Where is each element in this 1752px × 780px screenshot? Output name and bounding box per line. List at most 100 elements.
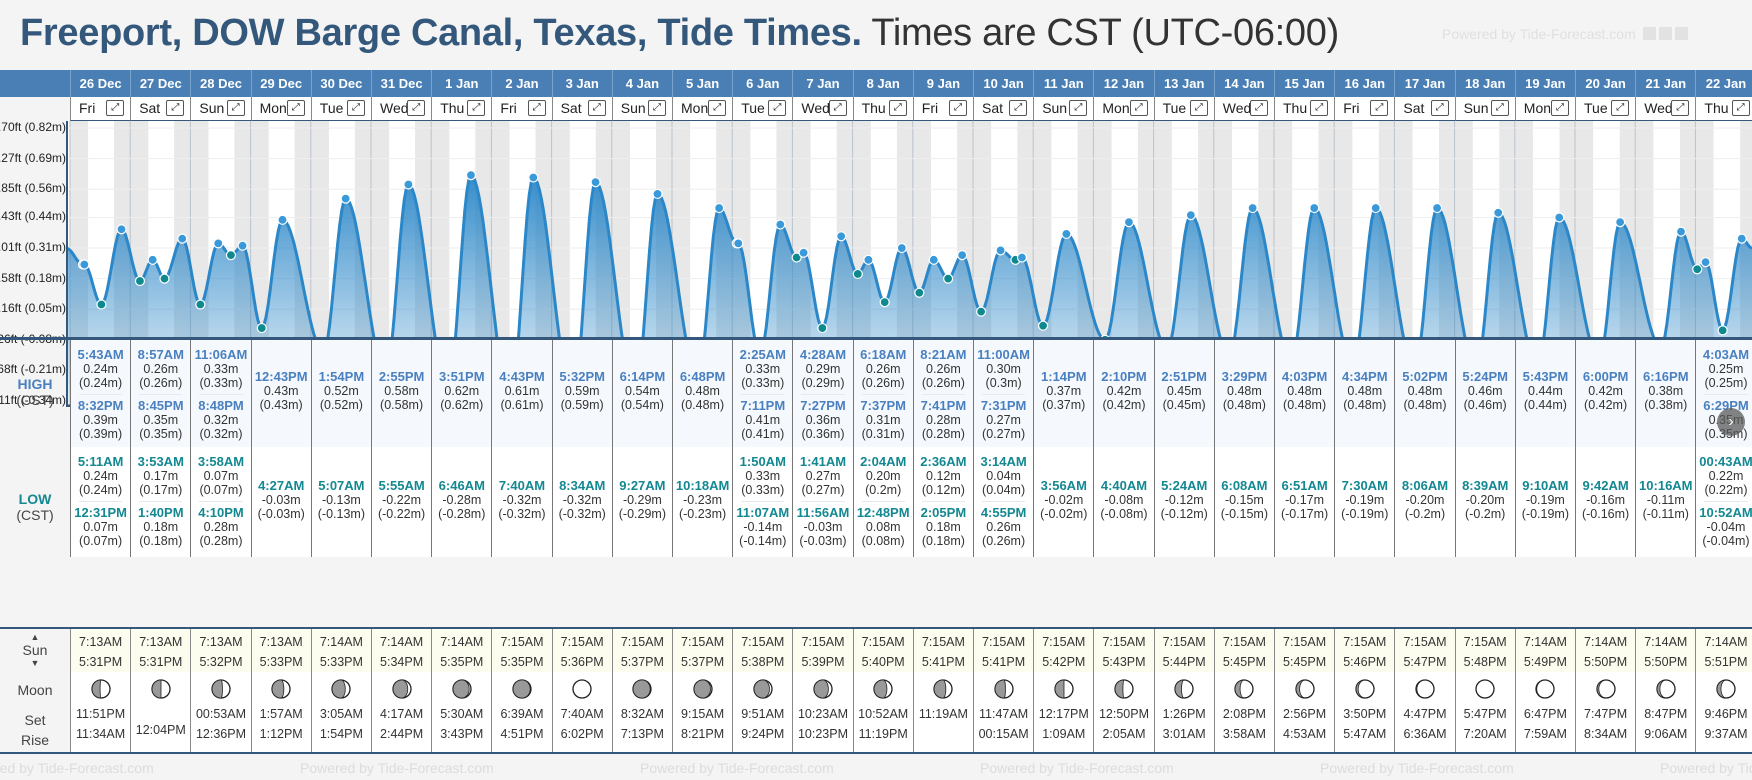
low-tide-cell: 9:10AM -0.19m (-0.19m) bbox=[1514, 447, 1575, 557]
expand-day-button[interactable]: ⤢ bbox=[106, 100, 125, 116]
low-tide-time: 2:04AM bbox=[860, 454, 907, 469]
expand-day-button[interactable]: ⤢ bbox=[708, 100, 727, 116]
expand-day-button[interactable]: ⤢ bbox=[407, 100, 426, 116]
weekday-label: Fri bbox=[921, 100, 939, 116]
moon-phase-icon bbox=[271, 679, 291, 699]
scroll-next-button[interactable]: › bbox=[1717, 408, 1745, 436]
expand-day-button[interactable]: ⤢ bbox=[1009, 100, 1028, 116]
high-tide-marker bbox=[1061, 228, 1072, 240]
low-tide-cell: 4:40AM -0.08m (-0.08m) bbox=[1093, 447, 1154, 557]
page-title-timezone: Times are CST (UTC-06:00) bbox=[871, 12, 1339, 54]
low-tide-entry: 3:53AM 0.17m (0.17m) bbox=[131, 454, 190, 498]
high-tide-entry: 3:29PM 0.48m (0.48m) bbox=[1215, 370, 1274, 413]
expand-day-button[interactable]: ⤢ bbox=[1430, 100, 1449, 116]
high-tide-height-alt: (0.33m) bbox=[199, 376, 243, 390]
low-tide-height-alt: (-0.04m) bbox=[1702, 534, 1750, 548]
high-tide-time: 4:03AM bbox=[1702, 347, 1750, 362]
weekday-cell: Thu ⤢ bbox=[1274, 97, 1335, 121]
high-tide-entry: 4:34PM 0.48m (0.48m) bbox=[1335, 370, 1394, 413]
moon-times: 12:17PM 1:09AM bbox=[1034, 704, 1093, 744]
expand-day-button[interactable]: ⤢ bbox=[1069, 100, 1088, 116]
expand-day-button[interactable]: ⤢ bbox=[467, 100, 486, 116]
weekday-label: Tue bbox=[741, 100, 765, 116]
sunset-time: 5:38PM bbox=[741, 655, 785, 669]
expand-day-button[interactable]: ⤢ bbox=[1370, 100, 1389, 116]
moon-cell: 1:26PM 3:01AM bbox=[1153, 672, 1214, 752]
expand-day-button[interactable]: ⤢ bbox=[1490, 100, 1509, 116]
high-tide-height-alt: (0.36m) bbox=[801, 427, 845, 441]
low-tide-time: 12:31PM bbox=[74, 505, 127, 520]
high-tide-cell: 3:51PM 0.62m (0.62m) bbox=[431, 340, 492, 450]
expand-icon: ⤢ bbox=[171, 102, 180, 113]
sunset-time: 5:35PM bbox=[500, 655, 544, 669]
moon-times: 12:04PM bbox=[131, 720, 190, 740]
weekday-row: Fri ⤢ Sat ⤢ Sun ⤢ Mon ⤢ Tue ⤢ Wed ⤢ Thu ⤢ Fri ⤢ Sat ⤢ Sun ⤢… bbox=[0, 97, 1752, 121]
high-tide-time: 7:27PM bbox=[800, 398, 846, 413]
low-tide-cell: 00:43AM 0.22m (0.22m) 10:52AM -0.04m (-0.04m) bbox=[1695, 447, 1752, 557]
expand-day-button[interactable]: ⤢ bbox=[587, 100, 606, 116]
high-tide-height-alt: (0.28m) bbox=[921, 427, 965, 441]
expand-day-button[interactable]: ⤢ bbox=[1671, 100, 1690, 116]
expand-day-button[interactable]: ⤢ bbox=[948, 100, 967, 116]
low-tide-marker bbox=[976, 306, 987, 317]
low-tide-cell: 7:30AM -0.19m (-0.19m) bbox=[1334, 447, 1395, 557]
low-tide-time: 3:53AM bbox=[137, 454, 184, 469]
expand-day-button[interactable]: ⤢ bbox=[1731, 100, 1750, 116]
expand-day-button[interactable]: ⤢ bbox=[1129, 100, 1148, 116]
expand-day-button[interactable]: ⤢ bbox=[1611, 100, 1630, 116]
entry-divider bbox=[861, 501, 905, 502]
y-axis-tick-label: 2.27ft (0.69m) bbox=[0, 150, 66, 165]
expand-day-button[interactable]: ⤢ bbox=[226, 100, 245, 116]
expand-day-button[interactable]: ⤢ bbox=[286, 100, 305, 116]
high-tide-height-alt: (0.35m) bbox=[139, 427, 183, 441]
high-tide-entry: 5:02PM 0.48m (0.48m) bbox=[1395, 369, 1454, 413]
expand-day-button[interactable]: ⤢ bbox=[1249, 100, 1268, 116]
high-tide-time: 5:02PM bbox=[1402, 369, 1448, 384]
sun-times-cell: 7:13AM 5:33PM bbox=[250, 629, 311, 674]
high-tide-time: 1:54PM bbox=[318, 369, 365, 384]
moon-cell: 11:47AM 00:15AM bbox=[973, 672, 1034, 752]
moonset-time: 4:17AM bbox=[380, 707, 424, 721]
low-tide-entry: 9:10AM -0.19m (-0.19m) bbox=[1516, 479, 1575, 522]
expand-day-button[interactable]: ⤢ bbox=[166, 100, 185, 116]
moon-times: 11:19AM bbox=[914, 704, 973, 724]
expand-day-button[interactable]: ⤢ bbox=[828, 100, 847, 116]
date-header-cell: 28 Dec bbox=[190, 70, 250, 97]
high-tide-cell: 2:10PM 0.42m (0.42m) bbox=[1093, 340, 1154, 450]
high-tide-height: 0.48m bbox=[1347, 384, 1383, 398]
moonrise-time: 1:09AM bbox=[1042, 727, 1086, 741]
expand-day-button[interactable]: ⤢ bbox=[888, 100, 907, 116]
low-tide-marker bbox=[1717, 325, 1728, 336]
weekday-cell: Sun ⤢ bbox=[190, 97, 251, 121]
expand-icon: ⤢ bbox=[1736, 102, 1745, 113]
high-tide-marker bbox=[403, 179, 414, 190]
high-tide-entry: 2:51PM 0.45m (0.45m) bbox=[1155, 370, 1214, 413]
expand-day-button[interactable]: ⤢ bbox=[1189, 100, 1208, 116]
high-tide-height-alt: (0.62m) bbox=[440, 398, 484, 412]
expand-day-button[interactable]: ⤢ bbox=[346, 100, 365, 116]
moonrise-time: 7:59AM bbox=[1523, 727, 1567, 741]
high-tide-height: 0.54m bbox=[625, 384, 660, 398]
high-tide-cell: 4:43PM 0.61m (0.61m) bbox=[491, 340, 552, 450]
moon-cell: 11:19AM bbox=[912, 672, 973, 752]
date-header-cell: 4 Jan bbox=[611, 70, 672, 97]
expand-day-button[interactable]: ⤢ bbox=[527, 100, 546, 116]
high-tide-entry: 8:57AM 0.26m (0.26m) bbox=[131, 348, 190, 391]
low-tide-time: 6:46AM bbox=[438, 478, 485, 493]
sun-times-cell: 7:15AM 5:48PM bbox=[1454, 629, 1515, 674]
low-tide-time: 4:40AM bbox=[1100, 478, 1148, 493]
expand-day-button[interactable]: ⤢ bbox=[1550, 100, 1569, 116]
high-tide-height: 0.48m bbox=[1287, 384, 1322, 398]
weekday-label: Fri bbox=[500, 100, 517, 116]
high-tide-cell: 1:14PM 0.37m (0.37m) bbox=[1033, 340, 1094, 450]
expand-day-button[interactable]: ⤢ bbox=[647, 100, 666, 116]
weekday-cell: Sat ⤢ bbox=[130, 97, 191, 121]
moon-cell: 7:40AM 6:02PM bbox=[551, 672, 612, 752]
expand-day-button[interactable]: ⤢ bbox=[1310, 100, 1329, 116]
low-tide-cell: 1:50AM 0.33m (0.33m) 11:07AM -0.14m (-0.14m) bbox=[732, 447, 793, 557]
expand-day-button[interactable]: ⤢ bbox=[768, 100, 787, 116]
moon-phase-icon bbox=[692, 679, 713, 699]
moonrise-time: 00:15AM bbox=[978, 727, 1029, 741]
moonrise-time: 4:53AM bbox=[1283, 727, 1327, 741]
sunset-time: 5:40PM bbox=[861, 655, 905, 669]
